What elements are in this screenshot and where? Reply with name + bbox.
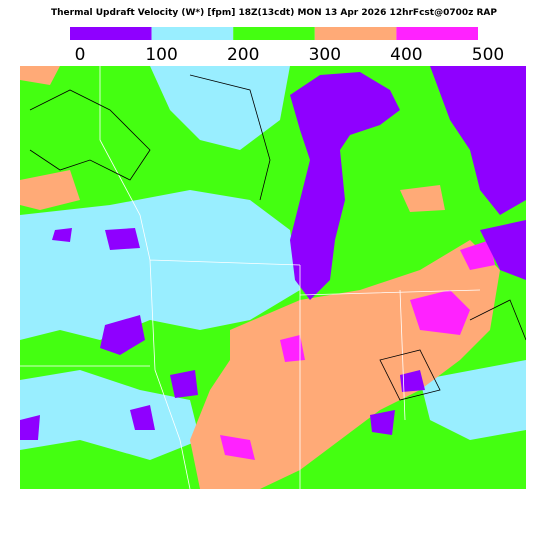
region — [52, 228, 72, 242]
region — [150, 66, 290, 150]
region — [400, 370, 425, 392]
region — [370, 410, 395, 435]
region — [130, 405, 155, 430]
region — [105, 228, 140, 250]
region — [400, 185, 445, 212]
lake — [430, 66, 526, 215]
lake — [290, 72, 400, 300]
colorbar-tick-label: 0 — [75, 45, 86, 65]
region — [420, 360, 526, 440]
colorbar-segment — [396, 27, 478, 40]
state-border — [20, 66, 481, 489]
colorbar-tick-label: 400 — [390, 45, 422, 65]
region — [20, 190, 300, 340]
region — [20, 170, 80, 210]
region — [20, 415, 40, 440]
colorbar: 0 100 200 300 400 500 — [70, 27, 504, 65]
colorbar-segment — [70, 27, 152, 40]
map-title: Thermal Updraft Velocity (W*) [fpm] 18Z(… — [51, 8, 497, 18]
colorbar-tick-label: 100 — [145, 45, 177, 65]
region — [410, 290, 470, 335]
region — [20, 370, 200, 460]
colorbar-tick-label: 500 — [472, 45, 504, 65]
colorbar-segment — [151, 27, 234, 40]
region — [20, 66, 60, 85]
contour — [29, 74, 526, 401]
region — [100, 315, 145, 355]
region — [460, 240, 495, 270]
region — [220, 435, 255, 460]
region — [170, 370, 198, 398]
colorbar-tick-label: 200 — [227, 45, 259, 65]
colorbar-segment — [314, 27, 397, 40]
colorbar-tick-label: 300 — [309, 45, 341, 65]
map — [20, 66, 526, 489]
colorbar-segment — [233, 27, 315, 40]
region — [280, 335, 305, 362]
lake — [480, 220, 526, 280]
